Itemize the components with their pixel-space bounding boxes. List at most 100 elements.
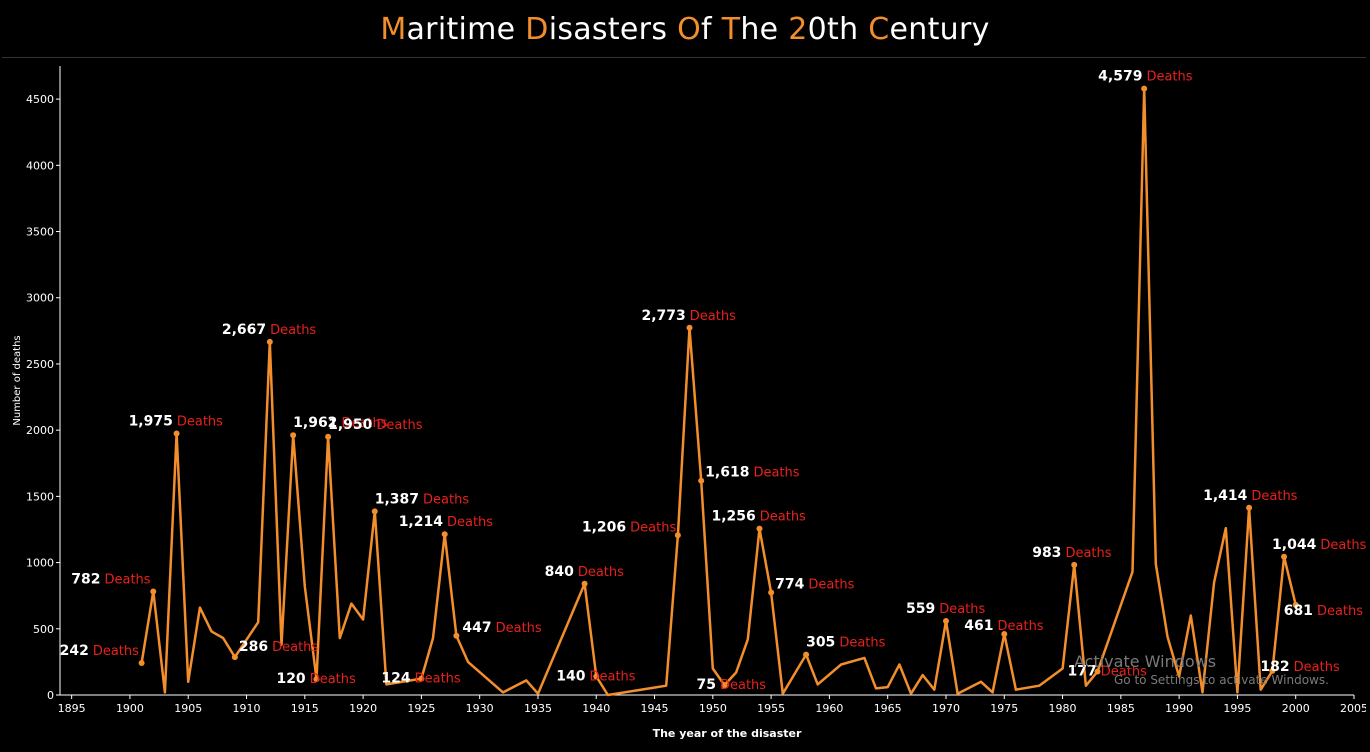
x-tick-label: 1975 (990, 702, 1018, 715)
y-axis-label: Number of deaths (12, 335, 23, 425)
data-label-suffix: Deaths (1251, 489, 1297, 504)
data-label-value: 242 (60, 643, 89, 659)
data-label-value: 1,206 (582, 519, 626, 535)
data-label-suffix: Deaths (1320, 538, 1366, 553)
data-label: 559 Deaths (906, 601, 986, 617)
data-label: 782 Deaths (71, 571, 151, 587)
data-label-suffix: Deaths (760, 510, 806, 525)
data-label: 840 Deaths (545, 564, 625, 580)
title-word-rest: f (701, 11, 722, 47)
x-tick-label: 1905 (174, 702, 202, 715)
tick-labels: 0 500 1000 1500 2000 2500 3000 3500 4000 4500 1895… (26, 93, 1366, 715)
data-label: 2,773 Deaths (642, 308, 737, 324)
x-tick-label: 2000 (1282, 702, 1310, 715)
series-line-group (140, 87, 1297, 697)
title-initial: C (868, 11, 890, 47)
data-label-value: 1,414 (1203, 488, 1248, 504)
y-tick-label: 1000 (26, 557, 54, 570)
data-label-suffix: Deaths (808, 578, 854, 593)
data-label-value: 1,214 (399, 514, 444, 530)
data-label-value: 124 (381, 671, 410, 687)
x-tick-label: 1965 (874, 702, 902, 715)
x-tick-label: 1960 (815, 702, 843, 715)
data-point (1001, 630, 1008, 637)
y-tick-label: 3500 (26, 226, 54, 239)
data-label: 774 Deaths (775, 577, 855, 593)
data-point (768, 589, 775, 596)
data-label-value: 2,667 (222, 322, 266, 338)
data-label-value: 983 (1032, 545, 1061, 561)
data-label-value: 1,044 (1272, 537, 1317, 553)
title-initial: T (721, 11, 741, 47)
chart-axes (56, 66, 1355, 699)
data-label-suffix: Deaths (720, 678, 766, 693)
data-point (1292, 601, 1299, 608)
data-label-suffix: Deaths (270, 323, 316, 338)
data-label: 1,962 Deaths (293, 415, 388, 431)
x-tick-label: 1900 (116, 702, 144, 715)
data-label-suffix: Deaths (589, 669, 635, 684)
data-label-suffix: Deaths (272, 640, 318, 655)
data-point (756, 525, 763, 532)
y-tick-label: 4500 (26, 93, 54, 106)
data-point (674, 532, 681, 539)
y-tick-label: 1500 (26, 490, 54, 503)
data-label: 1,387 Deaths (375, 491, 470, 507)
data-label: 4,579 Deaths (1098, 69, 1193, 85)
data-label: 1,044 Deaths (1272, 537, 1366, 553)
data-label-value: 286 (239, 639, 268, 655)
data-label-value: 2,773 (642, 308, 686, 324)
data-label: 983 Deaths (1032, 545, 1112, 561)
data-label-suffix: Deaths (1065, 546, 1111, 561)
y-tick-label: 2000 (26, 424, 54, 437)
data-label-suffix: Deaths (341, 416, 387, 431)
data-label-value: 840 (545, 564, 574, 580)
data-label: 1,414 Deaths (1203, 488, 1298, 504)
x-tick-label: 1920 (349, 702, 377, 715)
data-label-suffix: Deaths (939, 602, 985, 617)
x-axis-label: The year of the disaster (653, 727, 802, 740)
data-label: 182 Deaths (1260, 659, 1340, 675)
data-label-suffix: Deaths (310, 672, 356, 687)
data-label-suffix: Deaths (415, 672, 461, 687)
data-label-suffix: Deaths (753, 466, 799, 481)
data-label-suffix: Deaths (93, 644, 139, 659)
y-tick-label: 4000 (26, 159, 54, 172)
data-label-value: 461 (964, 618, 993, 634)
y-tick-label: 0 (47, 689, 54, 702)
data-point (1094, 668, 1101, 675)
data-label-value: 1,950 (328, 417, 373, 433)
data-label: 177 Deaths (1068, 664, 1148, 680)
data-label-value: 140 (556, 668, 585, 684)
data-point (441, 531, 448, 538)
data-label-suffix: Deaths (578, 565, 624, 580)
y-tick-label: 2500 (26, 358, 54, 371)
line-chart: 0 500 1000 1500 2000 2500 3000 3500 4000 4500 1895… (12, 66, 1366, 740)
data-label-value: 681 (1284, 603, 1313, 619)
data-label-value: 305 (806, 635, 835, 651)
data-label-value: 120 (276, 671, 305, 687)
data-label: 1,975 Deaths (129, 413, 224, 429)
data-label-value: 1,975 (129, 413, 173, 429)
data-label-suffix: Deaths (376, 418, 422, 433)
x-tick-label: 1950 (699, 702, 727, 715)
x-tick-label: 1985 (1107, 702, 1135, 715)
data-label: 1,214 Deaths (399, 514, 494, 530)
data-point (371, 508, 378, 515)
series-line (140, 87, 1297, 697)
x-tick-label: 1970 (932, 702, 960, 715)
data-label-suffix: Deaths (1146, 70, 1192, 85)
data-point (581, 580, 588, 587)
data-point (698, 477, 705, 484)
x-tick-label: 1895 (58, 702, 86, 715)
data-label-value: 1,962 (293, 415, 337, 431)
title-initial: M (380, 11, 407, 47)
title-word-rest: isasters (548, 11, 678, 47)
data-point (418, 675, 425, 682)
data-label: 286 Deaths (239, 639, 319, 655)
data-label-value: 1,256 (711, 509, 755, 525)
title-initial: O (677, 11, 702, 47)
data-point (686, 324, 693, 331)
